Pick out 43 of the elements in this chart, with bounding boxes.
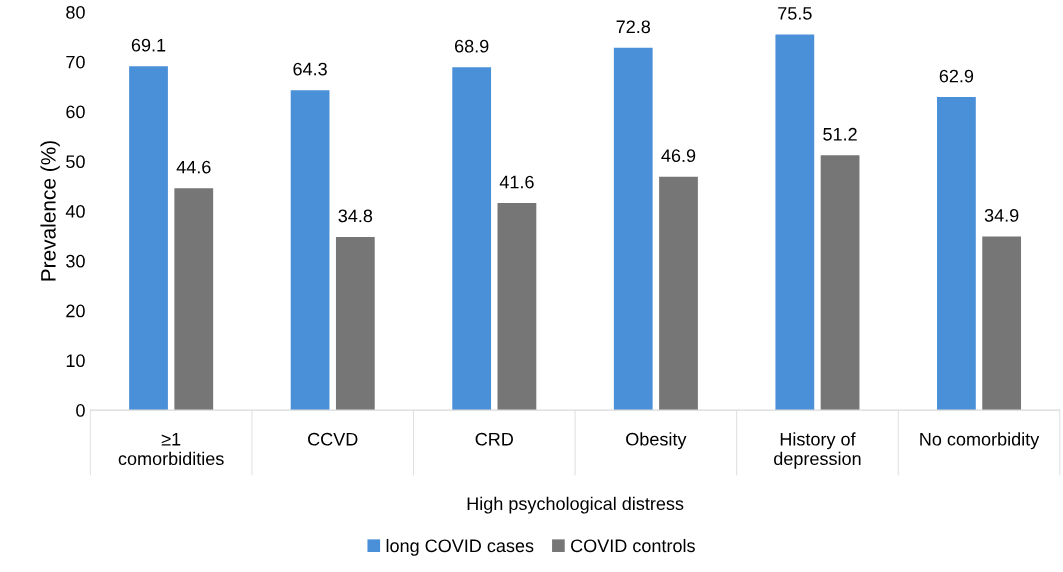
bar <box>937 97 976 411</box>
bar <box>613 47 653 411</box>
y-tick-label: 10 <box>66 354 85 368</box>
x-tick-label: CRD <box>475 432 513 446</box>
y-tick-label: 30 <box>66 254 85 268</box>
y-tick-label: 70 <box>66 55 85 69</box>
bar <box>659 176 698 411</box>
data-label: 34.9 <box>984 208 1019 222</box>
data-label: 51.2 <box>823 127 857 141</box>
data-label: 41.6 <box>499 175 534 189</box>
data-label: 64.3 <box>293 62 327 76</box>
x-tick-label: History of depression <box>774 432 861 469</box>
bar <box>775 34 815 411</box>
bar <box>174 188 214 411</box>
bar <box>335 236 375 411</box>
data-label: 46.9 <box>661 149 696 163</box>
y-tick-label: 0 <box>76 404 85 417</box>
bar <box>982 236 1022 411</box>
bar <box>452 67 492 411</box>
legend-label: COVID controls <box>571 538 695 553</box>
data-label: 68.9 <box>455 39 489 53</box>
x-tick-label: Obesity <box>626 432 687 450</box>
y-tick-label: 80 <box>66 5 85 19</box>
y-axis-title: Prevalence (%) <box>40 141 60 281</box>
data-label: 69.1 <box>131 38 166 52</box>
y-tick-label: 60 <box>66 105 85 119</box>
data-label: 34.8 <box>338 209 373 223</box>
y-tick-label: 50 <box>66 155 85 169</box>
y-tick-label: 40 <box>65 205 85 218</box>
bar <box>820 155 860 411</box>
data-label: 72.8 <box>616 20 651 34</box>
bar <box>497 203 537 411</box>
x-axis-title: High psychological distress <box>467 496 684 514</box>
legend-label: long COVID cases <box>386 538 534 556</box>
data-label: 62.9 <box>939 69 974 83</box>
x-tick-label: CCVD <box>308 432 358 446</box>
bar <box>129 66 168 411</box>
x-tick-label: No comorbidity <box>920 432 1040 450</box>
x-tick-label: ≥1 comorbidities <box>118 433 224 466</box>
data-label: 75.5 <box>778 7 812 20</box>
y-tick-label: 20 <box>66 304 85 318</box>
bar <box>290 90 330 411</box>
data-label: 44.6 <box>176 160 211 174</box>
